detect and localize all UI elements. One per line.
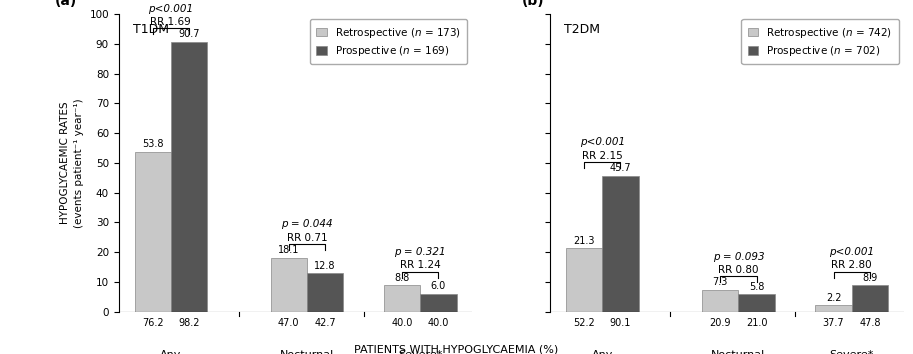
Text: p = 0.044: p = 0.044: [281, 219, 332, 229]
Text: p<0.001: p<0.001: [148, 4, 194, 13]
Bar: [420, 294, 456, 312]
Text: 5.8: 5.8: [749, 282, 764, 292]
Text: Any: Any: [592, 350, 613, 354]
Text: 8.8: 8.8: [394, 273, 410, 283]
Text: T1DM: T1DM: [132, 23, 169, 36]
Text: 18.1: 18.1: [278, 245, 299, 255]
Bar: [566, 248, 603, 312]
Text: Severe*: Severe*: [830, 350, 874, 354]
Text: RR 2.15: RR 2.15: [582, 151, 623, 161]
Y-axis label: HYPOGLYCAEMIC RATES
(events patient⁻¹ year⁻¹): HYPOGLYCAEMIC RATES (events patient⁻¹ ye…: [59, 98, 84, 228]
Text: RR 2.80: RR 2.80: [832, 260, 872, 270]
Text: p<0.001: p<0.001: [829, 247, 875, 257]
Text: 8.9: 8.9: [862, 273, 877, 283]
Text: Any: Any: [160, 350, 182, 354]
Text: Nocturnal: Nocturnal: [279, 350, 334, 354]
Text: 53.8: 53.8: [142, 139, 163, 149]
Text: 21.3: 21.3: [573, 236, 595, 246]
Bar: [603, 176, 638, 312]
Text: Nocturnal: Nocturnal: [711, 350, 765, 354]
Text: 90.7: 90.7: [178, 29, 200, 39]
Text: RR 0.71: RR 0.71: [287, 233, 327, 243]
Text: 2.2: 2.2: [826, 293, 842, 303]
Text: 12.8: 12.8: [314, 261, 336, 271]
Text: (b): (b): [522, 0, 544, 8]
Bar: [739, 294, 774, 312]
Text: (a): (a): [55, 0, 78, 8]
Bar: [307, 273, 343, 312]
Text: RR 0.80: RR 0.80: [719, 265, 759, 275]
Text: T2DM: T2DM: [564, 23, 601, 36]
Text: 45.7: 45.7: [610, 163, 631, 173]
Bar: [270, 258, 307, 312]
Legend: Retrospective ($n$ = 173), Prospective ($n$ = 169): Retrospective ($n$ = 173), Prospective (…: [310, 19, 467, 64]
Text: RR 1.69: RR 1.69: [151, 17, 191, 27]
Text: p = 0.321: p = 0.321: [394, 247, 446, 257]
Text: 6.0: 6.0: [431, 281, 446, 291]
Bar: [384, 285, 420, 312]
Text: Severe*: Severe*: [398, 350, 443, 354]
Bar: [815, 305, 852, 312]
Bar: [171, 42, 207, 312]
Text: PATIENTS WITH HYPOGLYCAEMIA (%): PATIENTS WITH HYPOGLYCAEMIA (%): [354, 344, 559, 354]
Legend: Retrospective ($n$ = 742), Prospective ($n$ = 702): Retrospective ($n$ = 742), Prospective (…: [741, 19, 898, 64]
Text: p = 0.093: p = 0.093: [712, 252, 764, 262]
Text: RR 1.24: RR 1.24: [400, 261, 441, 270]
Bar: [134, 152, 171, 312]
Text: 7.3: 7.3: [712, 278, 728, 287]
Bar: [702, 290, 739, 312]
Text: p<0.001: p<0.001: [580, 137, 624, 147]
Bar: [852, 285, 888, 312]
